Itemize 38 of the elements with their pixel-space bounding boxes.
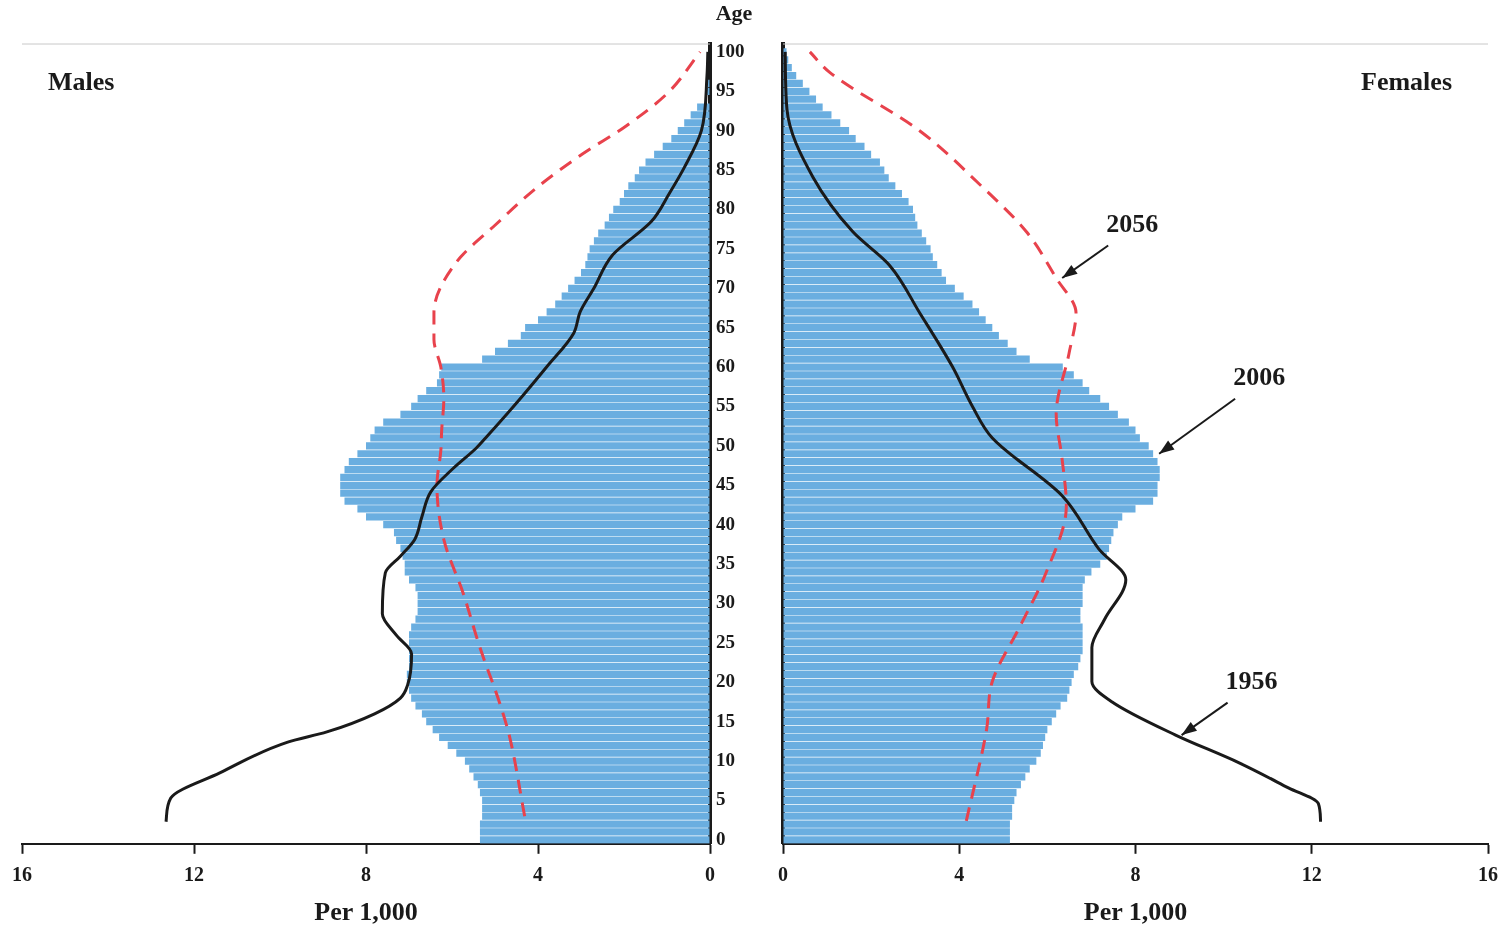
y-tick-label: 0 <box>716 827 726 849</box>
x-tick-label: 4 <box>954 862 965 885</box>
x-tick-label: 4 <box>533 862 543 885</box>
annotation: Females <box>1361 66 1452 96</box>
y-tick-label: 90 <box>716 118 735 140</box>
x-tick-label: 16 <box>1478 862 1498 885</box>
text: 2006 <box>1233 362 1286 392</box>
y-tick-label: 60 <box>716 354 735 376</box>
x-tick-label: 0 <box>778 862 788 885</box>
y-tick-label: 70 <box>716 276 735 298</box>
y-tick-label: 10 <box>716 748 735 770</box>
y-tick-label: 25 <box>716 630 735 652</box>
y-tick-label: 50 <box>716 433 735 455</box>
y-tick-label: 30 <box>716 591 735 613</box>
x-tick-label: 8 <box>361 862 371 885</box>
text: 1956 <box>1225 666 1278 696</box>
x-tick-label: 12 <box>184 862 204 885</box>
x-axis-title: Per 1,000 <box>1083 897 1188 927</box>
y-tick-label: 40 <box>716 512 735 534</box>
y-tick-label: 75 <box>716 236 735 258</box>
annotation: Males <box>48 66 115 96</box>
y-tick-label: 20 <box>716 670 735 692</box>
y-tick-label: 5 <box>716 788 726 810</box>
y-tick-label: 65 <box>716 315 735 337</box>
y-tick-label: 100 <box>716 39 745 61</box>
y-tick-label: 80 <box>716 197 735 219</box>
y-axis-title: Age <box>715 0 753 25</box>
y-tick-label: 45 <box>716 473 735 495</box>
y-tick-label: 85 <box>716 157 735 179</box>
x-tick-label: 8 <box>1130 862 1141 885</box>
y-tick-label: 55 <box>716 394 735 416</box>
x-tick-label: 16 <box>12 862 32 885</box>
y-tick-label: 35 <box>716 551 735 573</box>
x-tick-label: 12 <box>1301 862 1322 885</box>
y-tick-label: 95 <box>716 79 735 101</box>
text: 2056 <box>1106 209 1159 239</box>
x-axis-title: Per 1,000 <box>314 897 418 927</box>
y-tick-label: 15 <box>716 709 735 731</box>
